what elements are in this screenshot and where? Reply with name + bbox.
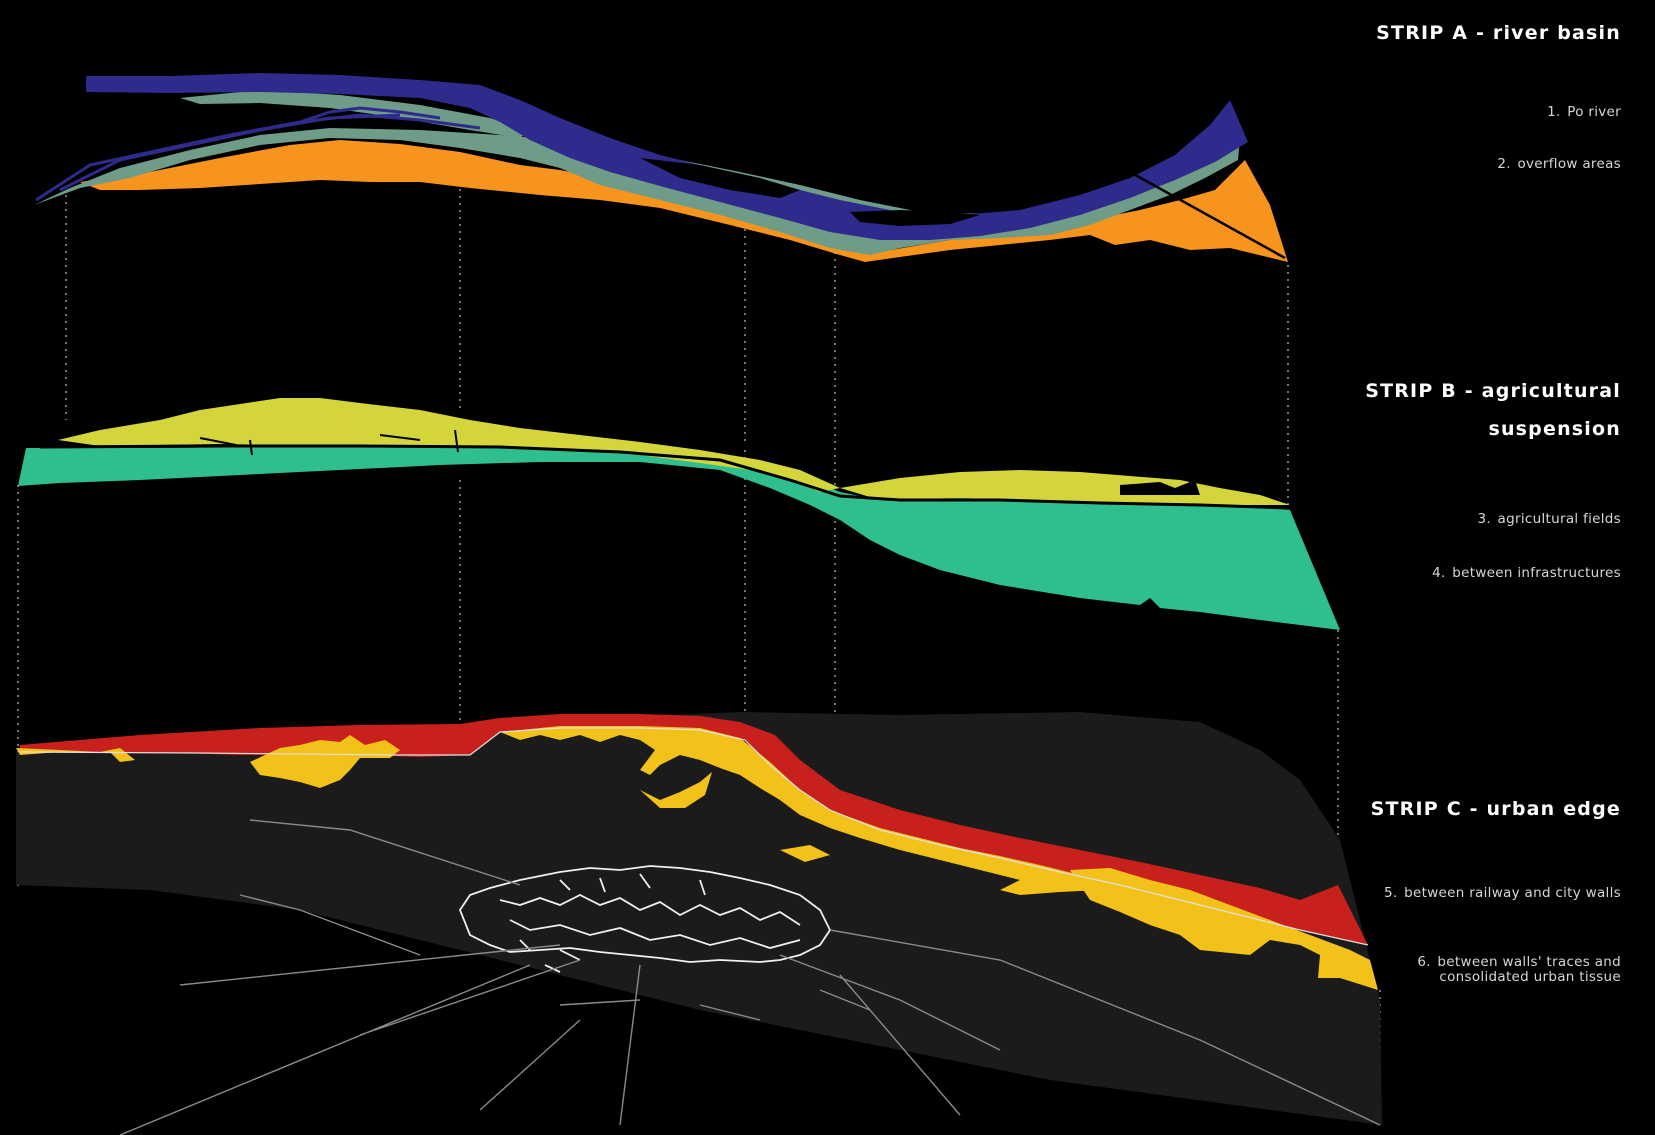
legend-label: agricultural fields [1497,511,1621,527]
legend-label: between railway and city walls [1404,885,1621,901]
legend-label: Po river [1567,104,1621,120]
legend-number: 2. [1497,156,1511,172]
legend-item-between-infrastructures: 4. between infrastructures [1432,566,1621,581]
peripheral-roads [119,819,1381,1135]
strip-c-railway-line [19,727,1369,946]
agricultural-notch [1120,480,1200,495]
legend-number: 1. [1547,104,1561,120]
strip-c-graphic [16,712,1382,1135]
legend-label: between walls' traces and consolidated u… [1437,954,1621,985]
legend-number: 5. [1384,885,1398,901]
agricultural-fields-shape [58,398,840,492]
river-island-2 [850,210,980,226]
legend-item-agricultural-fields: 3. agricultural fields [1477,512,1621,527]
legend-number: 4. [1432,565,1446,581]
strip-b-title: STRIP B - agricultural suspension [1365,380,1621,440]
agricultural-fields-shape-east [840,470,1290,505]
backwater-shape [180,90,530,138]
between-infrastructures-shape [18,447,1340,630]
strip-b-graphic [18,398,1340,630]
river-channel-lines [35,106,481,202]
strip-a-title: STRIP A - river basin [1376,22,1621,44]
po-river-shape [86,73,1248,240]
railway-walls-shape [20,714,1368,945]
legend-label: between infrastructures [1452,565,1621,581]
strip-b-infrastructure-line [39,444,1291,510]
legend-number: 6. [1417,954,1431,970]
legend-item-railway-city-walls: 5. between railway and city walls [1381,886,1621,901]
legend-label: overflow areas [1517,156,1621,172]
legend-item-walls-urban-tissue: 6. between walls' traces and consolidate… [1371,955,1621,985]
strip-c-title: STRIP C - urban edge [1370,798,1621,820]
legend-item-overflow-areas: 2. overflow areas [1497,157,1621,172]
legend-item-po-river: 1. Po river [1547,105,1621,120]
field-boundaries [199,429,459,456]
strip-a-graphic [34,73,1288,262]
ground-plane [16,712,1382,1125]
river-island-1 [640,158,800,198]
city-walls-outline [458,865,832,973]
strip-a-infrastructure-line [1129,170,1286,260]
legend-number: 3. [1477,511,1491,527]
